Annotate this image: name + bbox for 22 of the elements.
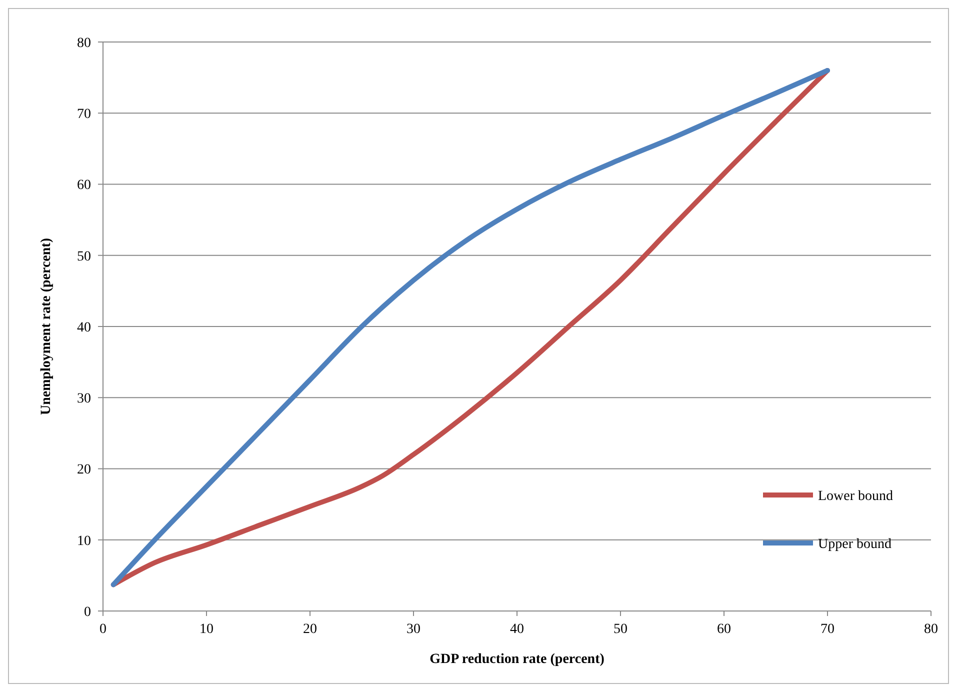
x-tick-label: 0 bbox=[100, 622, 106, 637]
y-tick-label: 60 bbox=[77, 178, 91, 194]
x-tick-label: 30 bbox=[406, 622, 420, 637]
y-tick-label: 40 bbox=[77, 320, 91, 336]
legend-label: Lower bound bbox=[818, 488, 894, 504]
x-tick-label: 80 bbox=[924, 622, 938, 637]
x-axis-title: GDP reduction rate (percent) bbox=[430, 652, 605, 667]
x-tick-label: 10 bbox=[200, 622, 214, 637]
y-tick-label: 70 bbox=[77, 107, 91, 122]
x-tick-label: 60 bbox=[717, 622, 731, 637]
y-tick-label: 0 bbox=[84, 604, 91, 620]
y-tick-label: 50 bbox=[77, 249, 91, 264]
y-axis-title: Unemployment rate (percent) bbox=[39, 238, 54, 416]
x-tick-label: 70 bbox=[820, 622, 834, 637]
x-tick-label: 40 bbox=[510, 622, 524, 637]
y-tick-label: 30 bbox=[77, 392, 91, 407]
x-tick-label: 50 bbox=[614, 622, 628, 637]
y-tick-label: 20 bbox=[77, 462, 91, 478]
y-tick-label: 10 bbox=[77, 534, 91, 549]
legend-label: Upper bound bbox=[818, 536, 892, 552]
x-tick-label: 20 bbox=[303, 622, 317, 637]
y-tick-label: 80 bbox=[77, 36, 91, 51]
